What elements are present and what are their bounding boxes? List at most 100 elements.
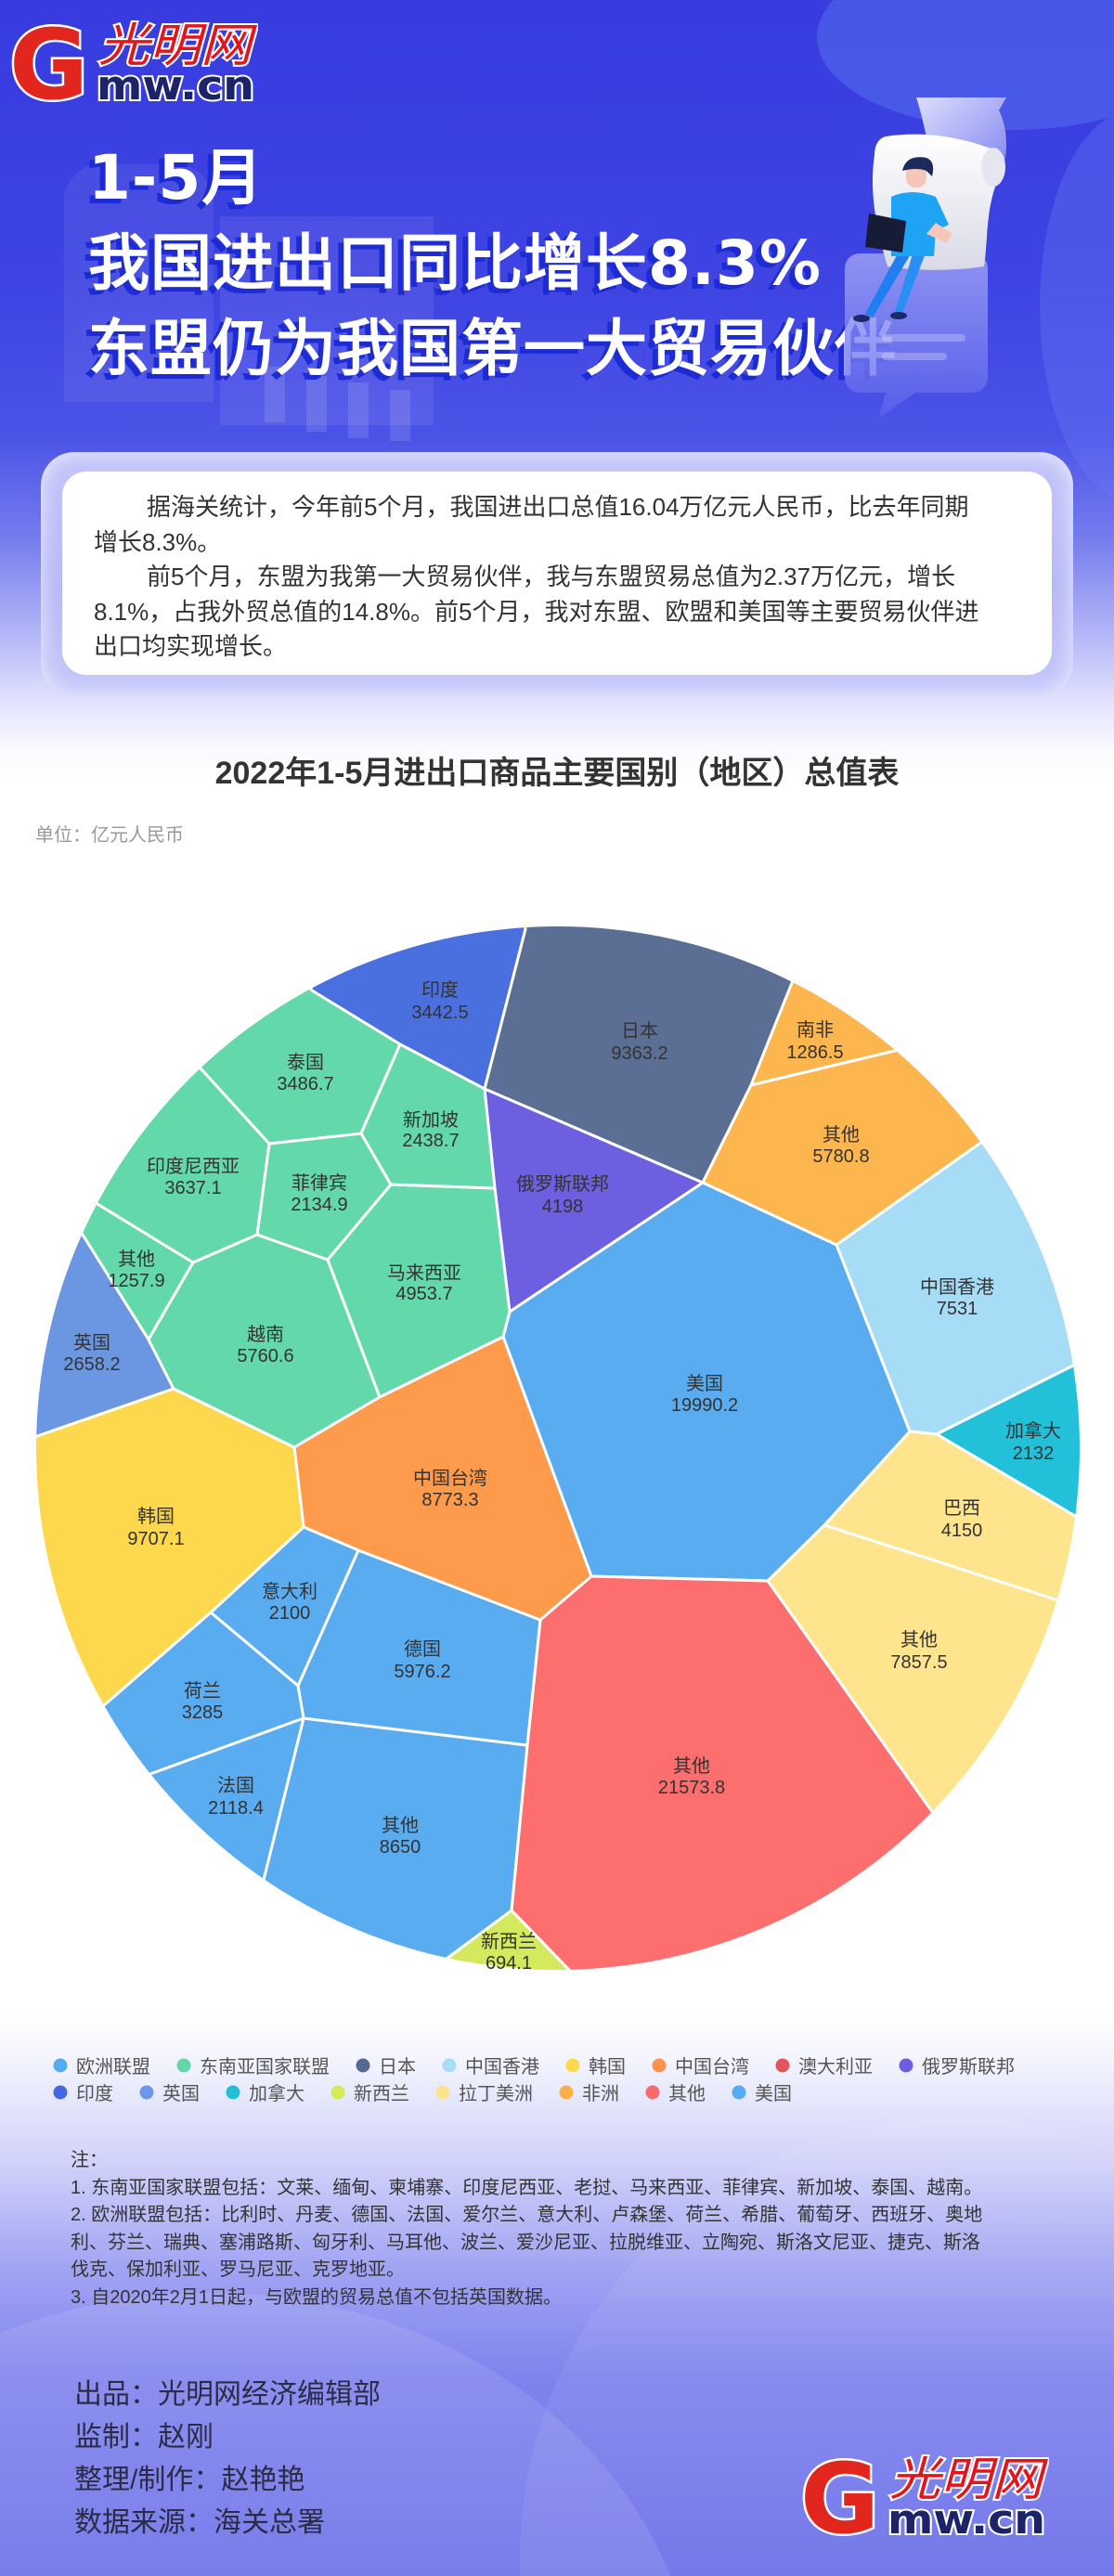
cell-label-name: 加拿大 <box>1005 1419 1061 1442</box>
cell-label-value: 2118.4 <box>208 1798 264 1819</box>
legend-dot-icon <box>435 2085 450 2099</box>
cell-label-value: 2132 <box>1013 1443 1055 1464</box>
summary-line: 出口均实现增长。 <box>94 632 288 660</box>
legend-dot-icon <box>559 2085 574 2099</box>
scroll-curl-shape <box>981 148 1005 187</box>
cell-label-value: 3442.5 <box>411 1003 468 1023</box>
legend-label: 拉丁美洲 <box>459 2084 533 2104</box>
cell-label-value: 5780.8 <box>812 1146 869 1167</box>
cell-label-value: 8650 <box>380 1837 421 1858</box>
legend-label: 中国台湾 <box>675 2057 749 2078</box>
cell-indonesia <box>36 993 271 1264</box>
summary-line: 前5个月，东盟为我第一大贸易伙伴，我与东盟贸易总值为2.37万亿元，增长 <box>147 563 956 590</box>
cell-label-name: 日本 <box>621 1020 658 1042</box>
cell-label-value: 2100 <box>269 1603 311 1624</box>
cell-label-name: 印度尼西亚 <box>147 1156 240 1177</box>
hero-illustration <box>845 97 1006 419</box>
headline-period: 1-5月 <box>88 142 265 214</box>
cell-label-value: 7857.5 <box>890 1652 947 1673</box>
bubble-line <box>882 353 947 360</box>
legend-dot-icon <box>226 2085 240 2099</box>
credit-label: 数据来源： <box>74 2507 214 2538</box>
decor-stripe <box>390 390 410 441</box>
credit-supervisor: 监制：赵刚 <box>74 2416 381 2459</box>
cell-label-value: 2658.2 <box>63 1354 120 1375</box>
legend-dot-icon <box>652 2058 667 2072</box>
cell-label-name: 美国 <box>686 1373 723 1394</box>
legend-row: 欧洲联盟 东南亚国家联盟 日本 中国香港 韩国 中国台湾 澳大利亚 俄罗斯联邦 <box>53 2052 1041 2078</box>
legend-label: 欧洲联盟 <box>76 2057 150 2078</box>
legend-label: 美国 <box>755 2084 792 2104</box>
cell-label-value: 4198 <box>542 1197 584 1217</box>
credit-label: 整理/制作： <box>74 2465 222 2495</box>
cell-label-value: 5760.6 <box>237 1346 293 1366</box>
logo-domain: mw.cn <box>97 62 254 106</box>
logo-letter: G <box>800 2442 879 2540</box>
decor-document-shape <box>64 164 214 402</box>
cell-label-name: 德国 <box>404 1638 441 1660</box>
cell-singapore <box>359 1042 497 1190</box>
credit-producer: 出品：光明网经济编辑部 <box>74 2374 381 2416</box>
cell-label-name: 泰国 <box>287 1052 324 1073</box>
cell-label-name: 巴西 <box>943 1498 980 1519</box>
legend-item-japan: 日本 <box>356 2052 416 2078</box>
summary-line: 据海关统计，今年前5个月，我国进出口总值16.04万亿元人民币，比去年同期 <box>147 493 969 521</box>
legend-label: 东南亚国家联盟 <box>200 2057 330 2078</box>
credits: 出品：光明网经济编辑部 监制：赵刚 整理/制作：赵艳艳 数据来源：海关总署 <box>74 2374 381 2544</box>
chart-legend: 欧洲联盟 东南亚国家联盟 日本 中国香港 韩国 中国台湾 澳大利亚 俄罗斯联邦 … <box>53 2052 1041 2105</box>
cell-label-value: 5976.2 <box>394 1662 450 1682</box>
legend-item-asean: 东南亚国家联盟 <box>176 2052 330 2078</box>
note-line: 1. 东南亚国家联盟包括：文莱、缅甸、柬埔寨、印度尼西亚、老挝、马来西亚、菲律宾… <box>71 2177 983 2198</box>
cell-label-name: 马来西亚 <box>387 1262 461 1284</box>
legend-dot-icon <box>53 2085 68 2099</box>
summary-card: 据海关统计，今年前5个月，我国进出口总值16.04万亿元人民币，比去年同期 增长… <box>41 452 1073 696</box>
decor-document-shape <box>220 216 434 425</box>
person-figure <box>853 157 952 322</box>
cell-label-name: 英国 <box>73 1332 110 1353</box>
chart-cells <box>36 926 1080 1970</box>
credit-value: 赵艳艳 <box>221 2465 305 2495</box>
cell-label-name: 荷兰 <box>184 1680 221 1702</box>
credit-label: 监制： <box>74 2422 158 2453</box>
credit-value: 海关总署 <box>214 2507 325 2538</box>
legend-label: 新西兰 <box>354 2084 409 2104</box>
cell-label-name: 法国 <box>217 1775 254 1796</box>
legend-item-africa: 非洲 <box>559 2078 619 2105</box>
cell-label-value: 2438.7 <box>402 1131 459 1151</box>
decor-stripe <box>306 376 327 432</box>
credit-editor: 整理/制作：赵艳艳 <box>74 2459 381 2502</box>
cell-label-name: 其他 <box>673 1755 710 1777</box>
legend-item-usa: 美国 <box>732 2078 792 2105</box>
gmw-logo: G 光明网 mw.cn <box>7 6 258 107</box>
chart-unit: 单位：亿元人民币 <box>35 825 184 846</box>
legend-label: 印度 <box>76 2084 113 2104</box>
decor-stripe <box>265 367 285 422</box>
legend-item-new-zealand: 新西兰 <box>330 2078 409 2105</box>
cell-label-name: 中国台湾 <box>413 1468 487 1489</box>
legend-label: 日本 <box>379 2057 416 2078</box>
cell-label-name: 其他 <box>118 1249 155 1270</box>
legend-label: 澳大利亚 <box>798 2057 873 2078</box>
cell-label-name: 意大利 <box>262 1581 317 1602</box>
cell-label-name: 印度 <box>421 979 459 1001</box>
legend-item-eu: 欧洲联盟 <box>53 2052 150 2078</box>
cell-label-name: 菲律宾 <box>291 1172 347 1194</box>
legend-label: 中国香港 <box>465 2057 539 2078</box>
gmw-logo-footer: G 光明网 mw.cn <box>798 2440 1049 2541</box>
legend-item-korea: 韩国 <box>565 2052 626 2078</box>
cell-label-name: 新加坡 <box>403 1109 459 1131</box>
headline-main: 我国进出口同比增长8.3% <box>88 227 823 299</box>
logo-name: 光明网 <box>889 2453 1049 2506</box>
notes-heading: 注： <box>71 2150 108 2170</box>
headline-sub: 东盟仍为我国第一大贸易伙伴 <box>88 313 897 384</box>
legend-dot-icon <box>176 2058 191 2072</box>
logo-domain: mw.cn <box>887 2496 1045 2540</box>
cell-label-name: 新西兰 <box>481 1931 537 1952</box>
voronoi-treemap-chart: 印度 3442.5 日本 9363.2 南非 1286.5 其他 5780.8 … <box>36 926 1080 1974</box>
credit-value: 赵刚 <box>158 2422 214 2453</box>
decor-stripe <box>348 382 369 438</box>
legend-label: 其他 <box>668 2084 706 2104</box>
legend-dot-icon <box>732 2085 746 2099</box>
legend-dot-icon <box>899 2058 913 2072</box>
legend-dot-icon <box>356 2058 370 2072</box>
